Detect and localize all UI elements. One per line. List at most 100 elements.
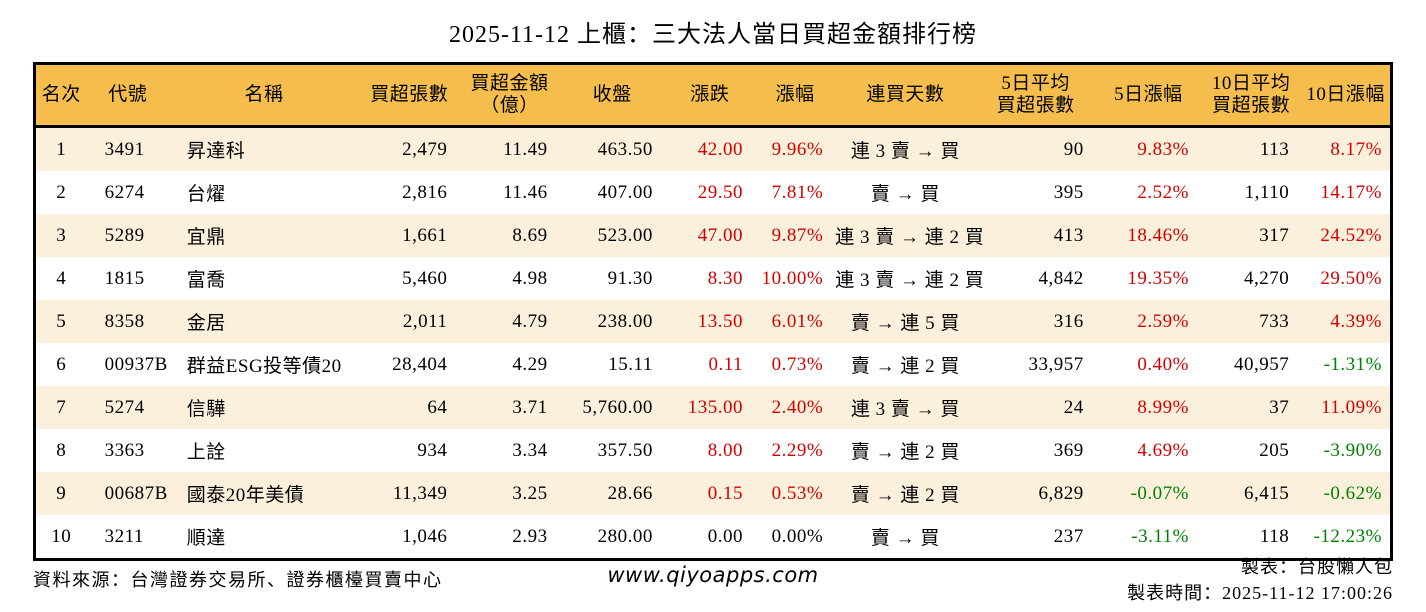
cell-avg5-lots: 24: [1063, 396, 1084, 418]
cell-streak: 賣 → 買: [870, 528, 940, 549]
cell-pct10: -3.90%: [1323, 439, 1382, 461]
cell-change-pct: 6.01%: [771, 310, 824, 332]
cell-change: 42.00: [697, 138, 744, 160]
cell-streak: 賣 → 連 2 買: [850, 356, 960, 377]
cell-code: 3211: [104, 525, 144, 547]
cell-buy-amount: 3.34: [512, 439, 548, 461]
table-header: 名次 代號 名稱 買超張數 買超金額 （億） 收盤 漲跌 漲幅 連買天數 5日平…: [34, 63, 1392, 128]
col-pct10: 10日漲幅: [1301, 63, 1392, 128]
cell-change-pct: 0.53%: [771, 482, 824, 504]
cell-code: 00687B: [104, 482, 168, 504]
cell-change-pct: 2.29%: [771, 439, 824, 461]
cell-close: 5,760.00: [582, 396, 653, 418]
cell-buy-lots: 2,816: [402, 181, 448, 203]
cell-close: 357.50: [597, 439, 653, 461]
page-title: 2025-11-12 上櫃：三大法人當日買超金額排行榜: [448, 22, 978, 48]
cell-name: 國泰20年美債: [186, 485, 305, 506]
col-avg10-lots: 10日平均 買超張數: [1200, 63, 1302, 128]
cell-close: 91.30: [607, 267, 653, 289]
cell-pct10: -0.62%: [1323, 482, 1382, 504]
cell-buy-amount: 3.25: [512, 482, 548, 504]
cell-buy-lots: 1,046: [402, 525, 448, 547]
cell-pct5: -0.07%: [1130, 482, 1189, 504]
cell-avg10-lots: 317: [1259, 224, 1290, 246]
cell-buy-lots: 28,404: [392, 353, 448, 375]
col-change: 漲跌: [664, 63, 756, 128]
cell-rank: 3: [56, 224, 67, 246]
cell-rank: 2: [56, 181, 67, 203]
col-rank: 名次: [34, 63, 87, 128]
cell-buy-amount: 2.93: [512, 525, 548, 547]
cell-pct10: -1.31%: [1323, 353, 1382, 375]
cell-pct5: 19.35%: [1127, 267, 1189, 289]
cell-pct5: 2.52%: [1137, 181, 1189, 203]
cell-pct5: 8.99%: [1137, 396, 1189, 418]
table-row: 2 6274 台燿 2,816 11.46 407.00 29.50 7.81%…: [34, 171, 1392, 214]
cell-name: 金居: [186, 313, 226, 334]
cell-name: 群益ESG投等債20: [186, 356, 342, 377]
cell-pct10: 29.50%: [1320, 267, 1382, 289]
col-code: 代號: [86, 63, 169, 128]
cell-pct10: 8.17%: [1330, 138, 1382, 160]
cell-change: 13.50: [697, 310, 744, 332]
table-row: 5 8358 金居 2,011 4.79 238.00 13.50 6.01% …: [34, 300, 1392, 343]
cell-name: 宜鼎: [186, 227, 226, 248]
cell-avg5-lots: 237: [1053, 525, 1084, 547]
col-streak: 連買天數: [835, 63, 976, 128]
cell-rank: 9: [56, 482, 67, 504]
cell-avg5-lots: 6,829: [1038, 482, 1084, 504]
cell-pct10: -12.23%: [1313, 525, 1382, 547]
cell-change: 8.00: [707, 439, 744, 461]
cell-change: 47.00: [697, 224, 744, 246]
cell-avg10-lots: 37: [1269, 396, 1290, 418]
cell-buy-amount: 4.98: [512, 267, 548, 289]
cell-change: 135.00: [687, 396, 744, 418]
cell-pct10: 11.09%: [1321, 396, 1382, 418]
cell-change-pct: 9.87%: [771, 224, 824, 246]
cell-streak: 賣 → 連 2 買: [850, 485, 960, 506]
cell-close: 238.00: [597, 310, 653, 332]
cell-avg10-lots: 733: [1259, 310, 1290, 332]
cell-name: 信驊: [186, 399, 226, 420]
cell-avg5-lots: 33,957: [1028, 353, 1084, 375]
col-close: 收盤: [559, 63, 665, 128]
cell-code: 5274: [104, 396, 145, 418]
cell-streak: 連 3 賣 → 買: [850, 399, 960, 420]
timestamp-note: 製表時間：2025-11-12 17:00:26: [1127, 583, 1393, 603]
cell-buy-amount: 4.29: [512, 353, 548, 375]
cell-close: 407.00: [597, 181, 653, 203]
col-buy-amount: 買超金額 （億）: [459, 63, 560, 128]
cell-close: 15.11: [608, 353, 653, 375]
cell-code: 8358: [104, 310, 145, 332]
cell-name: 台燿: [186, 184, 226, 205]
cell-close: 280.00: [597, 525, 653, 547]
cell-buy-lots: 1,661: [402, 224, 448, 246]
table-row: 9 00687B 國泰20年美債 11,349 3.25 28.66 0.15 …: [34, 472, 1392, 515]
cell-avg10-lots: 6,415: [1243, 482, 1290, 504]
table-row: 10 3211 順達 1,046 2.93 280.00 0.00 0.00% …: [34, 515, 1392, 560]
table-row: 4 1815 富喬 5,460 4.98 91.30 8.30 10.00% 連…: [34, 257, 1392, 300]
table-row: 3 5289 宜鼎 1,661 8.69 523.00 47.00 9.87% …: [34, 214, 1392, 257]
cell-avg10-lots: 205: [1259, 439, 1290, 461]
cell-pct5: 9.83%: [1137, 138, 1189, 160]
cell-streak: 賣 → 連 2 買: [850, 442, 960, 463]
cell-streak: 賣 → 買: [870, 184, 940, 205]
cell-change-pct: 7.81%: [771, 181, 824, 203]
cell-name: 順達: [186, 528, 226, 549]
cell-change: 0.15: [707, 482, 744, 504]
cell-change-pct: 0.73%: [771, 353, 824, 375]
ranking-table: 名次 代號 名稱 買超張數 買超金額 （億） 收盤 漲跌 漲幅 連買天數 5日平…: [33, 62, 1393, 561]
cell-buy-lots: 11,349: [392, 482, 448, 504]
table-row: 7 5274 信驊 64 3.71 5,760.00 135.00 2.40% …: [34, 386, 1392, 429]
cell-avg10-lots: 118: [1259, 525, 1290, 547]
cell-buy-lots: 934: [417, 439, 448, 461]
col-pct5: 5日漲幅: [1095, 63, 1201, 128]
cell-name: 昇達科: [186, 141, 246, 162]
cell-name: 上詮: [186, 442, 226, 463]
cell-name: 富喬: [186, 270, 226, 291]
cell-avg5-lots: 316: [1053, 310, 1084, 332]
cell-rank: 5: [56, 310, 67, 332]
cell-pct10: 4.39%: [1330, 310, 1382, 332]
cell-change: 29.50: [697, 181, 744, 203]
